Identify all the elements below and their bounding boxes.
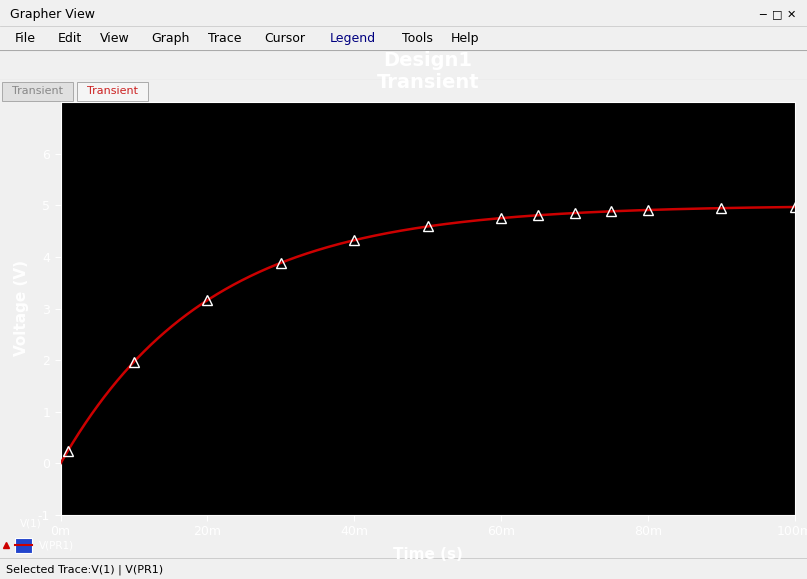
X-axis label: Time (s): Time (s) xyxy=(393,547,462,562)
FancyBboxPatch shape xyxy=(2,82,73,101)
Text: Help: Help xyxy=(450,32,479,45)
Text: Tools: Tools xyxy=(402,32,433,45)
Text: □: □ xyxy=(771,9,783,19)
Text: V(1): V(1) xyxy=(20,518,42,529)
Text: Legend: Legend xyxy=(329,32,375,45)
Text: Edit: Edit xyxy=(58,32,82,45)
Text: View: View xyxy=(100,32,130,45)
Text: ✕: ✕ xyxy=(787,9,797,19)
Text: ─: ─ xyxy=(759,9,766,19)
Text: Grapher View: Grapher View xyxy=(10,8,94,21)
FancyBboxPatch shape xyxy=(77,82,148,101)
Bar xyxy=(15,538,32,553)
Text: File: File xyxy=(15,32,36,45)
Text: Graph: Graph xyxy=(152,32,190,45)
Text: Transient: Transient xyxy=(87,86,139,96)
Y-axis label: Voltage (V): Voltage (V) xyxy=(15,261,29,357)
Text: Cursor: Cursor xyxy=(265,32,306,45)
Text: Transient: Transient xyxy=(12,86,64,96)
Title: Design1
Transient: Design1 Transient xyxy=(376,51,479,92)
Text: Selected Trace:V(1) | V(PR1): Selected Trace:V(1) | V(PR1) xyxy=(6,565,164,575)
Text: Trace: Trace xyxy=(208,32,242,45)
Text: V(PR1): V(PR1) xyxy=(39,540,74,550)
